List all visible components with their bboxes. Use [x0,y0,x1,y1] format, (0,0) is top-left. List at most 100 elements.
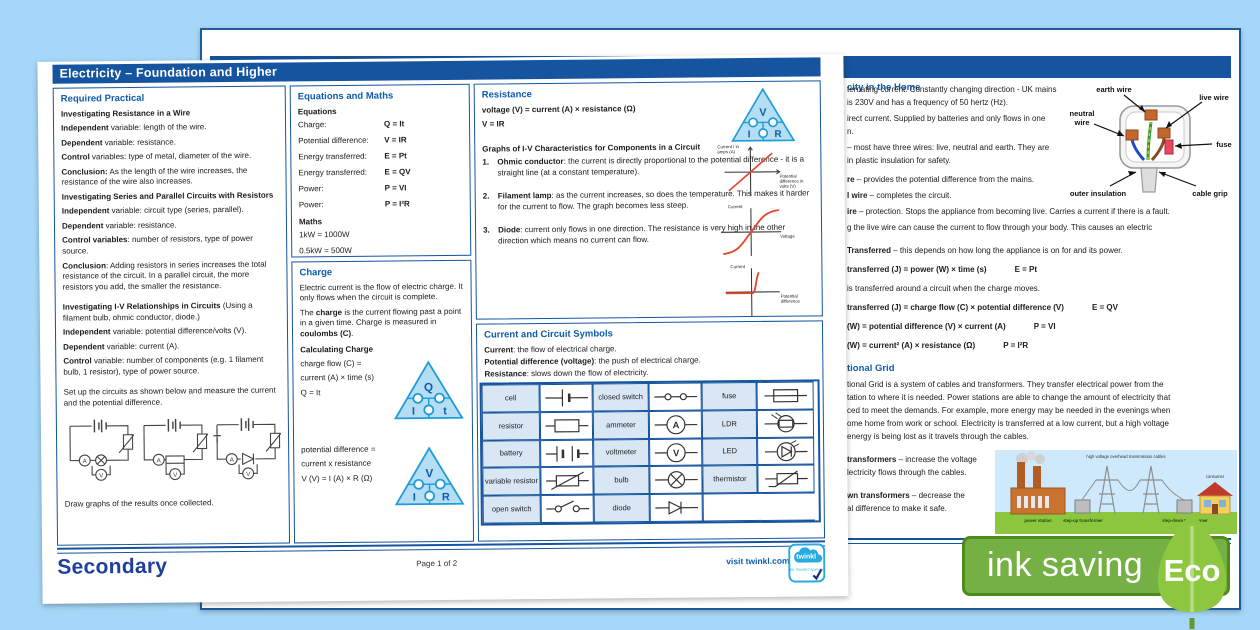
circuit-symbols-box: Current and Circuit Symbols Current: the… [475,320,826,542]
calculating-charge-subheading: Calculating Charge [300,344,374,355]
power-station-label: power station [1024,518,1052,523]
symbol-label-cell: diode [593,494,650,523]
svg-text:R: R [442,491,450,503]
live-wire-label: live wire [1199,93,1229,102]
symbol-label-cell: closed switch [592,383,649,412]
voltmeter-symbol-icon: V [649,438,703,467]
ammeter-symbol-icon: A [648,410,703,439]
cable-grip-label: cable grip [1192,189,1228,198]
svg-text:V: V [425,467,433,480]
circuit-symbols-table: cell closed switch fuse resistor ammeter… [479,379,821,526]
cables-label: high voltage overhead transmission cable… [1086,454,1165,459]
diode-symbol-icon [649,493,703,523]
symbol-label-cell: LDR [701,409,758,439]
investigation-2-lines: Independent variable: circuit type (seri… [61,205,267,292]
svg-text:V: V [246,471,251,478]
svg-text:V: V [673,448,680,458]
bulb-symbol-icon [649,465,703,495]
symbol-label-cell: thermistor [702,465,758,494]
svg-text:R: R [774,129,781,140]
page-title: Electricity – Foundation and Higher [52,57,821,84]
symbol-label-cell: LED [702,437,758,466]
twinkl-logo[interactable]: twinkl Quality Standard Approved [788,543,826,583]
chimney-art [1017,462,1025,490]
svg-text:A: A [83,458,88,465]
ohmic-conductor-graph: Current I in amps (A) Potential differen… [715,143,812,203]
pd-formula-row: potential difference = current x resista… [301,444,466,510]
investigation-3-title: Investigating I-V Relationships in Circu… [62,301,253,323]
cell-symbol-icon [539,383,593,412]
resistance-formula-triangle: V I R [731,87,796,142]
consumer-label: consumer [1206,474,1225,479]
circuit-diagram-bulb: A V [69,419,135,481]
house-roof-art [1197,482,1233,496]
step-down-transformer-art [1176,499,1193,514]
circuit-diagram-diode: A V [213,417,282,479]
secondary-brand-label: Secondary [57,554,168,579]
step-up-transformer-art [1074,499,1091,514]
investigation-1-lines: Independent variable: length of the wire… [61,122,252,187]
symbol-label-cell: fuse [701,381,757,411]
battery-symbol-icon [540,439,594,468]
svg-text:V: V [173,471,178,478]
eco-leaf-icon: Eco [1157,513,1227,629]
symbol-label-cell: ammeter [592,410,650,440]
equations-box: Equations and Maths Equations Charge: Q =… [289,83,472,258]
svg-text:t: t [443,405,447,417]
empty-cell [702,492,815,522]
investigation-1-title: Investigating Resistance in a Wire [60,107,191,119]
symbols-definitions: Current: the flow of electrical charge. P… [484,343,701,379]
svg-text:I: I [748,129,751,140]
equations-list: Charge: Q = It Potential difference: V = IR… [297,119,411,210]
thermistor-symbol-icon [757,464,815,494]
svg-text:A: A [230,456,235,463]
live-pin [1157,127,1171,139]
required-practical-heading: Required Practical [60,92,145,105]
earth-wire-label: earth wire [1096,85,1131,94]
led-symbol-icon [757,437,815,466]
filament-lamp-graph: Current Voltage [716,203,813,263]
iv-graphs-subheading: Graphs of I-V Characteristics for Compon… [482,142,701,154]
ldr-symbol-icon [756,409,815,438]
earth-wire-art [1146,121,1153,161]
fuse-label: fuse [1216,140,1231,149]
page-number: Page 1 of 2 [416,558,458,569]
transmission-cables-art [1081,479,1185,501]
logo-subtext: Quality Standard Approved [788,567,825,571]
twinkl-cloud-icon [794,547,823,563]
plug-wiring-diagram: earth wire live wire neutral wire fuse o… [1069,85,1231,198]
charge-box: Charge Electric current is the flow of e… [291,259,475,544]
charge-formula-triangle: Q I t [393,360,464,420]
symbol-label-cell: open switch [482,495,541,524]
symbols-heading: Current and Circuit Symbols [484,328,613,341]
circuit-diagrams: A V A V [64,411,282,489]
resistor-symbol-icon [539,411,594,440]
svg-text:Q: Q [424,381,433,394]
outer-insulation-label: outer insulation [1070,189,1127,198]
charge-paragraph-2: The charge is the current flowing past a… [299,306,462,339]
symbol-label-cell: battery [482,439,541,469]
symbol-label-cell: bulb [593,466,650,495]
required-practical-box: Required Practical Investigating Resista… [52,85,291,546]
symbol-label-cell: resistor [481,411,541,441]
circuit-diagram-resistor: A V [142,418,209,480]
resistance-box: Resistance voltage (V) = current (A) × r… [473,80,823,320]
page2-section-heading: city in the Home [847,82,921,93]
symbol-label-cell: cell [481,384,540,413]
ground-art [995,512,1237,534]
live-wire-art [1150,137,1166,162]
ink-saving-label: ink saving [987,546,1144,584]
neutral-wire-label-1: neutral [1069,109,1094,118]
svg-text:V: V [99,472,104,479]
pd-formula-triangle: V I R [394,446,465,506]
charge-paragraph-1: Electric current is the flow of electric… [299,281,463,303]
draw-graphs-instruction: Draw graphs of the results once collecte… [64,497,214,509]
page2-text: ternating current. Constantly changing d… [847,85,1171,513]
visit-twinkl-link[interactable]: visit twinkl.com [726,555,790,567]
symbol-label-cell: voltmeter [593,438,650,467]
neutral-pin [1125,129,1139,141]
pylon-art [1096,465,1118,515]
page-1-sheet: Electricity – Foundation and Higher Requ… [37,54,849,604]
step-up-label: step-up transformer [1063,518,1103,523]
